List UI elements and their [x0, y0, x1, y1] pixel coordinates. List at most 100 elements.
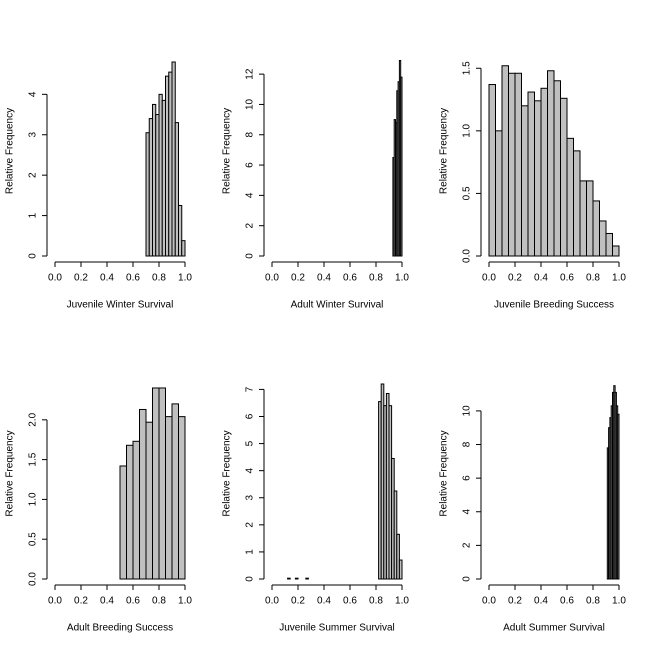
x-tick-label: 0.0 [48, 596, 62, 607]
bar [396, 533, 400, 580]
bar [560, 97, 568, 257]
bar [553, 80, 561, 257]
x-tick-label: 0.8 [369, 596, 383, 607]
x-axis-label: Juvenile Breeding Success [494, 300, 614, 311]
bar [174, 122, 179, 257]
bar [132, 440, 140, 580]
y-tick-label: 0.0 [28, 572, 39, 586]
y-tick-label: 0 [462, 576, 473, 582]
bar [305, 577, 309, 580]
y-tick-label: 6 [462, 475, 473, 481]
bar [599, 220, 607, 257]
x-tick-label: 0.0 [48, 273, 62, 284]
y-tick-label: 4 [462, 509, 473, 515]
bar [617, 413, 620, 580]
y-tick-label: 1 [28, 212, 39, 218]
y-tick-label: 6 [245, 162, 256, 168]
y-axis-label: Relative Frequency [5, 430, 16, 516]
bar [139, 408, 147, 580]
bar [178, 204, 183, 257]
y-tick-label: 8 [462, 441, 473, 447]
y-tick-label: 0.0 [462, 249, 473, 263]
x-tick-label: 0.2 [291, 273, 305, 284]
x-axis-label: Juvenile Winter Survival [67, 300, 174, 311]
x-tick-label: 0.8 [586, 596, 600, 607]
y-tick-label: 7 [245, 386, 256, 392]
y-tick-label: 1.5 [28, 452, 39, 466]
x-tick-label: 0.4 [100, 273, 114, 284]
y-tick-label: 10 [462, 405, 473, 417]
y-tick-label: 4 [28, 91, 39, 97]
y-tick-label: 12 [245, 68, 256, 80]
y-axis-label: Relative Frequency [439, 108, 450, 194]
x-tick-label: 0.4 [534, 273, 548, 284]
bar [586, 180, 594, 257]
bar [534, 100, 542, 257]
bar [178, 416, 186, 580]
y-tick-label: 4 [245, 192, 256, 198]
x-tick-label: 0.8 [369, 273, 383, 284]
y-tick-label: 1.5 [462, 61, 473, 75]
bar [547, 70, 555, 257]
y-axis-label: Relative Frequency [5, 108, 16, 194]
bar [145, 421, 153, 580]
x-tick-label: 1.0 [395, 273, 409, 284]
y-tick-label: 1.0 [462, 123, 473, 137]
y-tick-label: 4 [245, 467, 256, 473]
y-tick-label: 0 [245, 576, 256, 582]
x-axis-label: Adult Winter Survival [291, 300, 384, 311]
bar [152, 387, 160, 580]
x-tick-label: 1.0 [395, 596, 409, 607]
y-tick-label: 1.0 [28, 492, 39, 506]
y-axis-label: Relative Frequency [222, 430, 233, 516]
y-tick-label: 0 [28, 253, 39, 259]
y-tick-label: 3 [245, 495, 256, 501]
y-tick-label: 0.5 [28, 532, 39, 546]
y-tick-label: 2.0 [28, 412, 39, 426]
bar [527, 91, 535, 257]
x-axis-label: Juvenile Summer Survival [279, 623, 395, 634]
x-tick-label: 0.8 [586, 273, 600, 284]
bar [181, 240, 186, 257]
bar [165, 416, 173, 580]
x-tick-label: 1.0 [612, 273, 626, 284]
y-tick-label: 0.5 [462, 186, 473, 200]
y-tick-label: 3 [28, 132, 39, 138]
x-tick-label: 0.4 [317, 596, 331, 607]
x-tick-label: 0.6 [343, 596, 357, 607]
x-tick-label: 0.8 [152, 596, 166, 607]
bar [158, 387, 166, 580]
bar [508, 72, 516, 257]
x-tick-label: 1.0 [178, 596, 192, 607]
y-tick-label: 5 [245, 440, 256, 446]
bar [488, 84, 496, 257]
x-tick-label: 0.6 [560, 273, 574, 284]
bar [573, 150, 581, 257]
bar [171, 403, 179, 580]
x-tick-label: 0.2 [291, 596, 305, 607]
bar [495, 130, 503, 257]
bar [540, 87, 548, 257]
bar [592, 200, 600, 257]
x-tick-label: 0.6 [560, 596, 574, 607]
y-tick-label: 10 [245, 98, 256, 110]
x-tick-label: 0.0 [482, 273, 496, 284]
bar [612, 245, 620, 257]
bar [514, 72, 522, 257]
y-axis-label: Relative Frequency [222, 108, 233, 194]
y-tick-label: 2 [28, 172, 39, 178]
bar [501, 65, 509, 257]
y-tick-label: 2 [245, 522, 256, 528]
x-tick-label: 0.0 [265, 596, 279, 607]
x-tick-label: 0.0 [482, 596, 496, 607]
y-tick-label: 1 [245, 549, 256, 555]
bar [400, 76, 403, 257]
x-tick-label: 0.2 [508, 273, 522, 284]
x-tick-label: 0.0 [265, 273, 279, 284]
bar [287, 577, 291, 580]
x-tick-label: 0.6 [126, 273, 140, 284]
bar [566, 137, 574, 257]
x-tick-label: 1.0 [612, 596, 626, 607]
x-tick-label: 0.4 [534, 596, 548, 607]
x-tick-label: 0.4 [100, 596, 114, 607]
